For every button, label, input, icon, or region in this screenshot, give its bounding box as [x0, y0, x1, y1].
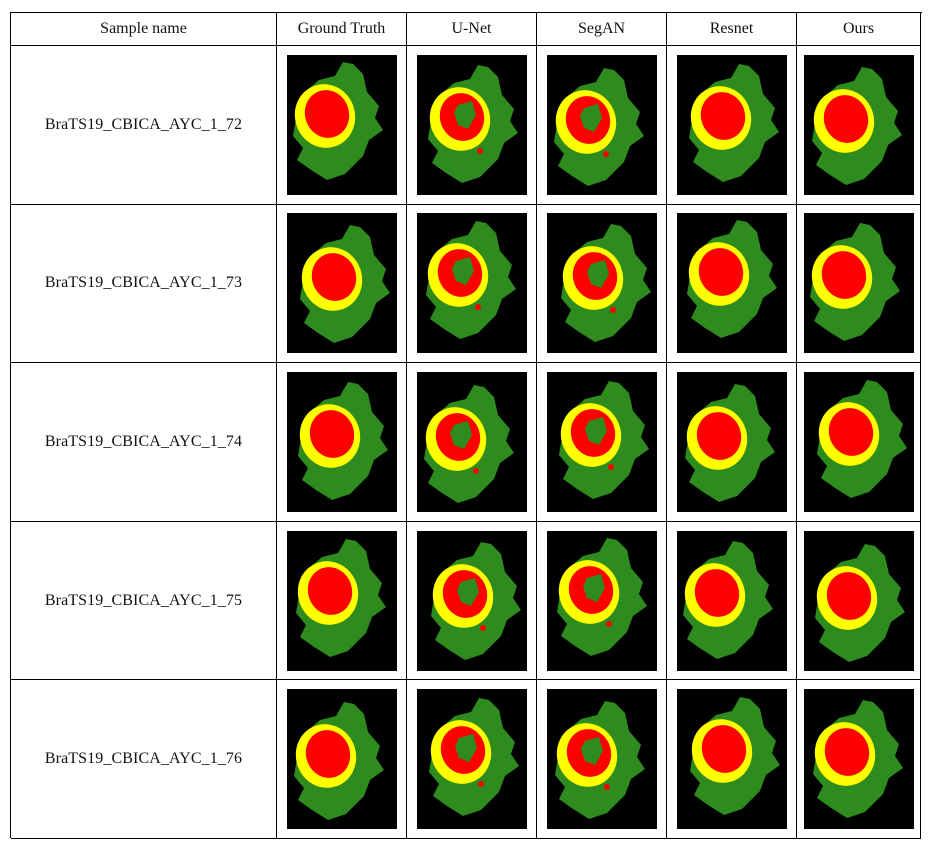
ours-segmentation-image — [803, 530, 914, 671]
ground-truth-segmentation-image — [286, 371, 397, 512]
header-ours: Ours — [797, 13, 921, 46]
ground-truth-segmentation-cell — [277, 363, 407, 522]
segan-segmentation-cell — [537, 204, 667, 364]
segan-segmentation-image — [546, 213, 657, 354]
unet-segmentation-cell — [407, 680, 537, 839]
header-unet: U-Net — [407, 13, 537, 46]
resnet-segmentation-cell — [667, 680, 797, 839]
ours-segmentation-cell — [797, 363, 921, 522]
unet-segmentation-cell — [407, 521, 537, 681]
ours-segmentation-image — [803, 54, 914, 195]
resnet-segmentation-cell — [667, 363, 797, 522]
unet-segmentation-cell — [407, 363, 537, 522]
sample-name-cell: BraTS19_CBICA_AYC_1_74 — [11, 363, 277, 522]
sample-name-cell: BraTS19_CBICA_AYC_1_72 — [11, 46, 277, 205]
ground-truth-segmentation-image — [286, 689, 397, 830]
ground-truth-segmentation-image — [286, 54, 397, 195]
header-segan: SegAN — [537, 13, 667, 46]
ours-segmentation-cell — [797, 680, 921, 839]
ground-truth-segmentation-cell — [277, 46, 407, 205]
segan-segmentation-image — [546, 54, 657, 195]
sample-name-cell: BraTS19_CBICA_AYC_1_73 — [11, 204, 277, 364]
resnet-segmentation-cell — [667, 46, 797, 205]
ground-truth-segmentation-cell — [277, 680, 407, 839]
sample-name-cell: BraTS19_CBICA_AYC_1_75 — [11, 521, 277, 681]
resnet-segmentation-image — [676, 689, 787, 830]
segan-segmentation-image — [546, 371, 657, 512]
header-sample-name: Sample name — [11, 13, 277, 46]
ground-truth-segmentation-cell — [277, 204, 407, 364]
segan-segmentation-cell — [537, 680, 667, 839]
segan-segmentation-cell — [537, 521, 667, 681]
resnet-segmentation-cell — [667, 521, 797, 681]
ground-truth-segmentation-image — [286, 530, 397, 671]
ours-segmentation-cell — [797, 204, 921, 364]
unet-segmentation-image — [416, 689, 527, 830]
unet-segmentation-cell — [407, 46, 537, 205]
comparison-table: Sample name Ground Truth U-Net SegAN Res… — [10, 12, 922, 839]
ours-segmentation-image — [803, 371, 914, 512]
sample-name-cell: BraTS19_CBICA_AYC_1_76 — [11, 680, 277, 839]
ours-segmentation-image — [803, 689, 914, 830]
ours-segmentation-cell — [797, 521, 921, 681]
ground-truth-segmentation-cell — [277, 521, 407, 681]
unet-segmentation-image — [416, 213, 527, 354]
header-resnet: Resnet — [667, 13, 797, 46]
resnet-segmentation-cell — [667, 204, 797, 364]
resnet-segmentation-image — [676, 371, 787, 512]
unet-segmentation-image — [416, 54, 527, 195]
header-ground-truth: Ground Truth — [277, 13, 407, 46]
resnet-segmentation-image — [676, 213, 787, 354]
unet-segmentation-cell — [407, 204, 537, 364]
ours-segmentation-image — [803, 213, 914, 354]
unet-segmentation-image — [416, 530, 527, 671]
segan-segmentation-image — [546, 689, 657, 830]
ours-segmentation-cell — [797, 46, 921, 205]
segan-segmentation-cell — [537, 46, 667, 205]
resnet-segmentation-image — [676, 54, 787, 195]
resnet-segmentation-image — [676, 530, 787, 671]
unet-segmentation-image — [416, 371, 527, 512]
segan-segmentation-cell — [537, 363, 667, 522]
segan-segmentation-image — [546, 530, 657, 671]
ground-truth-segmentation-image — [286, 213, 397, 354]
